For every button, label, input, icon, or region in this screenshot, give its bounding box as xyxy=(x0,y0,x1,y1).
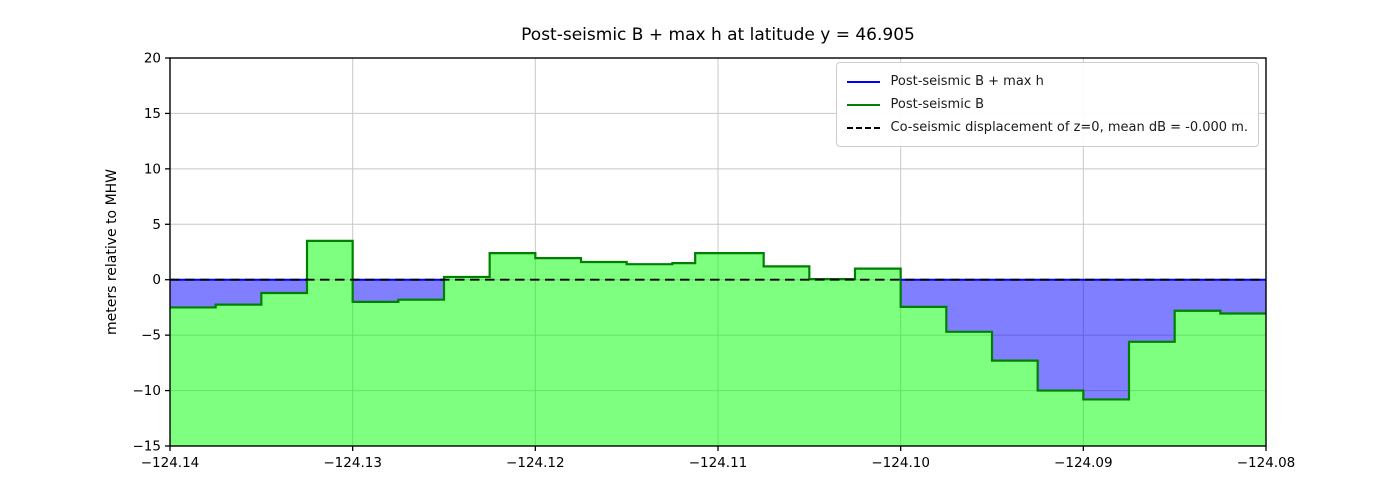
x-tick-label: −124.12 xyxy=(506,455,565,471)
legend-line-sample-solid xyxy=(846,103,880,106)
post-seismic-b-line xyxy=(170,239,1266,401)
x-tick-label: −124.10 xyxy=(871,455,930,471)
legend-line-sample-dashed xyxy=(846,126,880,129)
x-tick-label: −124.08 xyxy=(1237,455,1296,471)
y-tick-label: 15 xyxy=(144,106,161,122)
legend-entry-label: Co-seismic displacement of z=0, mean dB … xyxy=(890,120,1249,135)
y-tick-label: 20 xyxy=(144,51,161,67)
chart-title: Post-seismic B + max h at latitude y = 4… xyxy=(521,25,915,45)
y-tick-label: 5 xyxy=(152,217,161,233)
legend-entry: Co-seismic displacement of z=0, mean dB … xyxy=(846,116,1249,139)
x-tick-label: −124.14 xyxy=(141,455,200,471)
legend-line-sample-solid xyxy=(846,80,880,83)
legend-entry-label: Post-seismic B + max h xyxy=(890,74,1044,89)
x-tick-label: −124.11 xyxy=(689,455,748,471)
y-tick-label: −5 xyxy=(141,328,161,344)
axis-tick-labels: −124.14 −124.13 −124.12 −124.11 −124.10 −124.… xyxy=(133,51,1296,472)
y-axis-label: meters relative to MHW xyxy=(104,168,120,336)
legend-entry-label: Post-seismic B xyxy=(890,97,985,112)
x-tick-label: −124.09 xyxy=(1054,455,1113,471)
y-tick-label: −10 xyxy=(133,383,162,399)
x-tick-label: −124.13 xyxy=(323,455,382,471)
y-tick-label: 10 xyxy=(144,161,161,177)
legend: Post-seismic B + max h Post-seismic B Co-s… xyxy=(835,62,1259,147)
axis-ticks xyxy=(165,57,1267,451)
y-tick-label: −15 xyxy=(133,439,162,455)
y-tick-label: 0 xyxy=(152,272,161,288)
legend-entry: Post-seismic B + max h xyxy=(846,70,1249,93)
water-fill-area xyxy=(170,279,1266,400)
legend-entry: Post-seismic B xyxy=(846,93,1249,116)
